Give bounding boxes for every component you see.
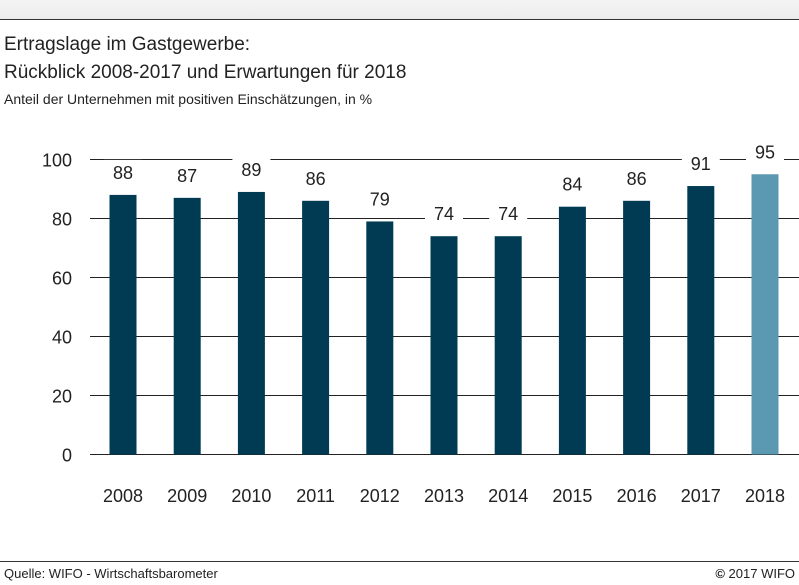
bar-2011 <box>302 200 330 455</box>
copyright-note: © 2017 WIFO <box>715 566 795 581</box>
copyright-symbol: © <box>715 566 725 581</box>
bar-2015 <box>558 206 586 455</box>
bar-2012 <box>366 221 394 455</box>
bar-2008 <box>109 194 137 455</box>
y-tick-label-40: 40 <box>52 328 72 348</box>
value-label-bg-2016 <box>617 165 656 191</box>
bar-2016 <box>623 200 651 455</box>
chart-title-line2: Rückblick 2008-2017 und Erwartungen für … <box>4 62 407 83</box>
source-note: Quelle: WIFO - Wirtschaftsbarometer <box>4 566 218 581</box>
value-label-bg-2009 <box>168 162 207 188</box>
y-tick-label-100: 100 <box>42 151 72 171</box>
top-band <box>0 0 799 19</box>
y-tick-label-60: 60 <box>52 269 72 289</box>
bar-chart: 0 20 40 60 80 100 88 2008 87 2009 89 2010 86 2011 79 20… <box>42 139 799 506</box>
bar-2009 <box>173 197 201 455</box>
value-label-bg-2013 <box>425 201 463 227</box>
x-tick-label-2014: 2014 <box>488 486 528 506</box>
x-tick-label-2011: 2011 <box>296 486 335 506</box>
bar-2014 <box>494 236 522 455</box>
value-label-bg-2012 <box>360 186 399 212</box>
value-label-bg-2011 <box>296 165 335 191</box>
y-tick-label-80: 80 <box>52 210 72 230</box>
bar-2010 <box>237 191 265 455</box>
bar-2013 <box>430 236 458 455</box>
value-label-2018: 95 <box>755 142 775 162</box>
x-tick-label-2013: 2013 <box>424 486 464 506</box>
value-label-bg-2017 <box>681 151 720 177</box>
x-tick-label-2017: 2017 <box>681 486 721 506</box>
value-label-bg-2018 <box>746 139 784 165</box>
copyright-text: 2017 WIFO <box>728 566 795 581</box>
y-tick-label-0: 0 <box>62 446 72 466</box>
chart-subtitle: Anteil der Unternehmen mit positiven Ein… <box>4 91 373 107</box>
x-tick-label-2016: 2016 <box>617 486 657 506</box>
value-label-2016: 86 <box>627 169 647 189</box>
value-label-2014: 74 <box>498 204 518 224</box>
value-label-2017: 91 <box>691 154 711 174</box>
x-tick-label-2008: 2008 <box>103 486 143 506</box>
top-rule <box>0 19 799 20</box>
value-label-bg-2010 <box>232 156 271 182</box>
bottom-rule <box>0 561 799 562</box>
value-label-2009: 87 <box>177 166 197 186</box>
value-label-2010: 89 <box>241 160 261 180</box>
bar-2018 <box>751 174 779 455</box>
value-label-2008: 88 <box>113 163 133 183</box>
value-label-bg-2014 <box>489 201 528 227</box>
x-tick-label-2010: 2010 <box>231 486 271 506</box>
value-label-2015: 84 <box>562 175 582 195</box>
x-tick-label-2012: 2012 <box>360 486 400 506</box>
x-tick-label-2015: 2015 <box>552 486 592 506</box>
chart-title-line1: Ertragslage im Gastgewerbe: <box>4 34 251 55</box>
x-tick-label-2009: 2009 <box>167 486 207 506</box>
value-label-2013: 74 <box>434 204 454 224</box>
value-label-bg-2008 <box>104 159 142 185</box>
value-label-2012: 79 <box>370 189 390 209</box>
bar-2017 <box>687 186 715 455</box>
value-label-2011: 86 <box>306 169 326 189</box>
x-tick-label-2018: 2018 <box>745 486 785 506</box>
y-tick-label-20: 20 <box>52 387 72 407</box>
value-label-bg-2015 <box>553 171 592 197</box>
